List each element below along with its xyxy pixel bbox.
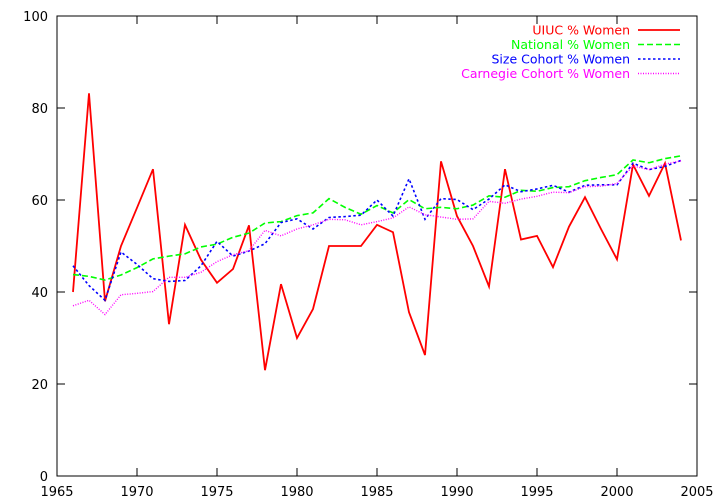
x-tick-label: 2000	[600, 485, 633, 500]
y-tick-label: 20	[31, 378, 48, 393]
series-line-2	[72, 159, 682, 302]
y-tick-label: 60	[31, 194, 48, 209]
x-tick-label: 1965	[40, 485, 73, 500]
y-tick-label: 100	[23, 10, 48, 25]
y-tick-label: 80	[31, 102, 48, 117]
series-line-0	[72, 93, 682, 371]
series-line-1	[72, 155, 682, 281]
legend-label: UIUC % Women	[532, 23, 630, 38]
legend-label: National % Women	[511, 37, 630, 52]
x-tick-label: 1970	[120, 485, 153, 500]
y-tick-label: 0	[40, 470, 48, 485]
series-line-3	[72, 160, 682, 316]
x-tick-label: 1980	[280, 485, 313, 500]
x-tick-label: 2005	[680, 485, 713, 500]
y-axis: 0 20 40 60 80 100	[23, 10, 697, 485]
legend-label: Size Cohort % Women	[491, 52, 630, 67]
series-lines	[72, 93, 682, 371]
x-tick-label: 1975	[200, 485, 233, 500]
x-axis: 1965 1970 1975 1980 1985 1990 1995 2000 2005	[40, 16, 714, 500]
x-tick-label: 1995	[520, 485, 553, 500]
x-tick-label: 1990	[440, 485, 473, 500]
legend-label: Carnegie Cohort % Women	[461, 66, 630, 81]
y-tick-label: 40	[31, 286, 48, 301]
x-tick-label: 1985	[360, 485, 393, 500]
